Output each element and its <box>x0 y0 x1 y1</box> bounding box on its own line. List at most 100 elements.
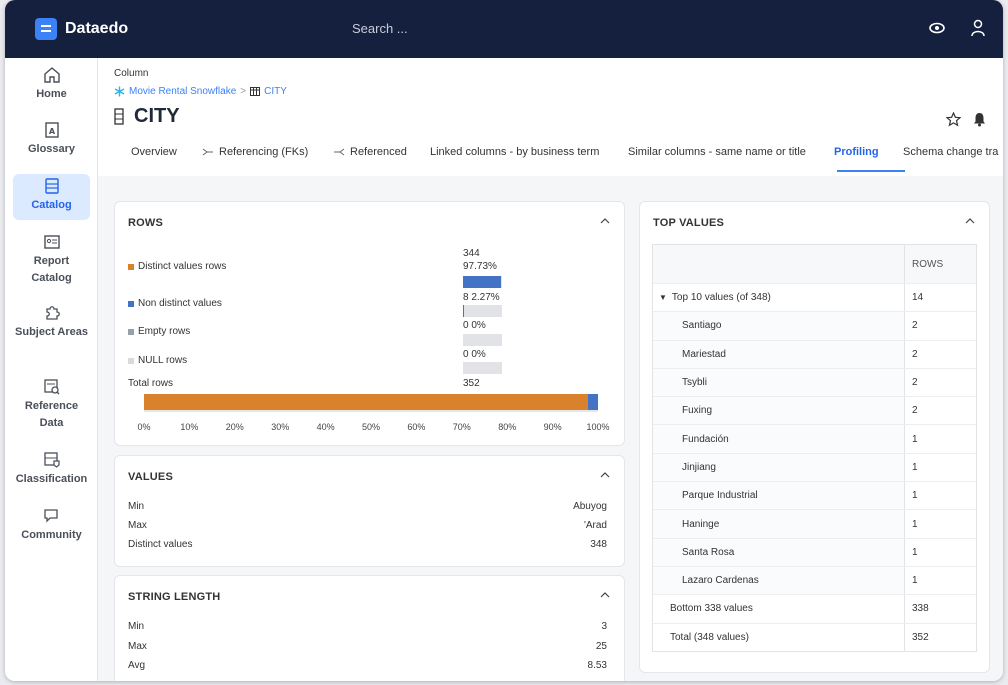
x-tick-label: 90% <box>544 422 562 432</box>
breadcrumb-table-link[interactable]: CITY <box>264 86 287 97</box>
tab-linked-columns[interactable]: Linked columns - by business term <box>430 146 600 158</box>
glossary-icon: A <box>44 122 59 138</box>
string-length-card-title: STRING LENGTH <box>128 591 221 603</box>
sidebar-item-catalog[interactable]: Catalog <box>13 174 90 220</box>
sidebar-item-community[interactable]: Community <box>13 507 90 551</box>
sidebar-item-label: Report Catalog <box>31 255 72 284</box>
sidebar-item-glossary[interactable]: A Glossary <box>13 121 90 165</box>
tab-overview[interactable]: Overview <box>131 146 177 158</box>
chevron-up-icon[interactable] <box>600 592 610 598</box>
x-tick-label: 60% <box>407 422 425 432</box>
total-values-row: Total (348 values) 352 <box>653 622 976 651</box>
sidebar-item-report-catalog[interactable]: Report Catalog <box>13 233 90 291</box>
values-card-title: VALUES <box>128 471 174 483</box>
sidebar-item-subject-areas[interactable]: Subject Areas <box>13 304 90 362</box>
breadcrumb-database-link[interactable]: Movie Rental Snowflake <box>129 86 237 97</box>
non-distinct-rows-value: 8 2.27% <box>463 292 500 303</box>
x-tick-label: 70% <box>453 422 471 432</box>
x-tick-label: 80% <box>498 422 516 432</box>
breadcrumb: Movie Rental Snowflake > CITY <box>114 86 287 97</box>
empty-rows-value: 0 0% <box>463 320 486 331</box>
rows-legend-empty: Empty rows <box>128 326 190 337</box>
values-max-row: Max 'Arad <box>128 520 607 531</box>
sidebar-item-label: Community <box>21 529 82 541</box>
object-type-label: Column <box>114 68 149 79</box>
distinct-rows-percent: 97.73% <box>463 261 497 272</box>
bell-icon[interactable] <box>973 112 986 127</box>
star-icon[interactable] <box>946 112 961 127</box>
caret-down-icon[interactable]: ▼ <box>659 293 667 303</box>
app-logo[interactable]: Dataedo <box>35 18 128 40</box>
rows-card-title: ROWS <box>128 217 164 229</box>
puzzle-icon <box>45 306 60 320</box>
dataedo-logo-icon <box>35 18 57 40</box>
app-name: Dataedo <box>65 20 129 37</box>
sidebar-item-home[interactable]: Home <box>13 66 90 110</box>
table-icon <box>250 87 261 96</box>
x-tick-label: 20% <box>226 422 244 432</box>
total-rows-label: Total rows <box>128 378 174 389</box>
eye-icon[interactable] <box>929 22 945 34</box>
x-tick-label: 30% <box>271 422 289 432</box>
app-window: Dataedo Search ... Home A Glossary Catal… <box>5 0 1003 681</box>
sidebar-item-label: Classification <box>15 473 88 485</box>
bottom-values-row: Bottom 338 values 338 <box>653 594 976 623</box>
rows-legend-distinct: Distinct values rows <box>128 261 226 272</box>
home-icon <box>43 67 60 83</box>
bar-segment-non-distinct-values <box>587 394 598 410</box>
sidebar-item-label: Glossary <box>27 143 76 155</box>
report-catalog-icon <box>43 235 60 249</box>
legend-label: Distinct values rows <box>138 261 227 272</box>
tab-similar-columns[interactable]: Similar columns - same name or title <box>628 146 806 158</box>
non-distinct-rows-bar <box>463 305 502 317</box>
sidebar-item-label: Home <box>36 88 67 100</box>
x-tick-label: 10% <box>180 422 198 432</box>
rows-legend-null: NULL rows <box>128 355 187 366</box>
non-distinct-rows-bar-fill <box>463 305 464 317</box>
reference-data-icon <box>43 379 59 395</box>
table-row: Tsybli 2 <box>653 367 976 397</box>
tab-profiling[interactable]: Profiling <box>834 146 879 158</box>
table-row: Mariestad 2 <box>653 339 976 368</box>
sidebar-item-classification[interactable]: Classification <box>13 451 90 495</box>
legend-swatch <box>128 300 134 307</box>
tab-label: Referencing (FKs) <box>219 146 309 158</box>
classification-icon <box>43 452 60 468</box>
user-icon[interactable] <box>970 19 986 37</box>
values-min-row: Min Abuyog <box>128 501 607 512</box>
tab-schema-change[interactable]: Schema change tra <box>903 146 999 158</box>
chevron-up-icon[interactable] <box>965 218 975 224</box>
tab-referencing[interactable]: Referencing (FKs) <box>202 146 308 158</box>
string-length-min-row: Min 3 <box>128 621 607 632</box>
table-row: Santa Rosa 1 <box>653 537 976 566</box>
legend-label: NULL rows <box>138 355 188 366</box>
table-row: Lazaro Cardenas 1 <box>653 565 976 595</box>
null-rows-bar <box>463 362 502 374</box>
legend-swatch <box>128 328 134 335</box>
reference-arrow-icon <box>334 148 345 156</box>
sidebar-item-reference-data[interactable]: Reference Data <box>13 378 90 436</box>
x-tick-label: 100% <box>586 422 609 432</box>
group-value: 14 <box>912 292 924 304</box>
table-row: Fuxing 2 <box>653 396 976 425</box>
string-length-card: STRING LENGTH Min 3 Max 25 Avg 8.53 <box>114 575 625 681</box>
tab-referenced[interactable]: Referenced <box>333 146 407 158</box>
values-card: VALUES Min Abuyog Max 'Arad Distinct value… <box>114 455 625 567</box>
chevron-up-icon[interactable] <box>600 472 610 478</box>
top-values-group-row[interactable]: ▼ Top 10 values (of 348) 14 <box>653 283 976 312</box>
page-title: CITY <box>134 105 180 127</box>
top-values-card-title: TOP VALUES <box>653 217 725 229</box>
table-row: Fundación 1 <box>653 424 976 453</box>
string-length-max-row: Max 25 <box>128 641 607 652</box>
table-row: Haninge 1 <box>653 509 976 538</box>
fk-arrow-icon <box>202 148 213 156</box>
chevron-up-icon[interactable] <box>600 218 610 224</box>
group-label: Top 10 values (of 348) <box>671 292 771 304</box>
global-search-input[interactable]: Search ... <box>352 21 408 36</box>
rows-stacked-bar-chart: 0% 10% 20% 30% 40% 50% 60% 70% 80% 90% 100% <box>137 394 610 432</box>
rows-legend-non-distinct: Non distinct values <box>128 298 222 309</box>
table-header-rows[interactable]: ROWS <box>912 258 944 270</box>
table-row: Parque Industrial 1 <box>653 481 976 510</box>
empty-rows-bar <box>463 334 502 346</box>
snowflake-icon <box>114 86 125 97</box>
